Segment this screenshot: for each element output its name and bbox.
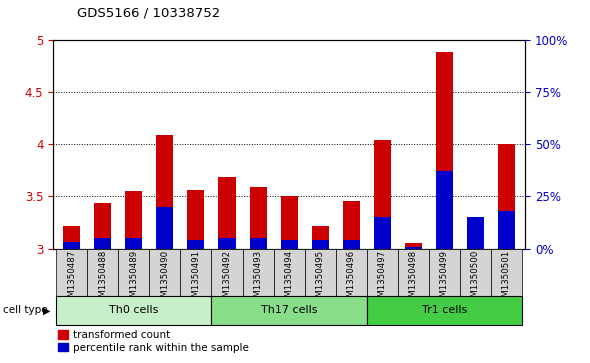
Text: GSM1350500: GSM1350500 xyxy=(471,250,480,308)
Bar xyxy=(94,238,112,249)
Bar xyxy=(491,249,522,296)
Bar xyxy=(467,217,484,249)
Text: Th17 cells: Th17 cells xyxy=(261,305,317,315)
Bar xyxy=(156,135,173,249)
Bar xyxy=(242,249,274,296)
Text: ▶: ▶ xyxy=(42,305,50,315)
Text: GSM1350493: GSM1350493 xyxy=(254,250,263,308)
Text: GSM1350487: GSM1350487 xyxy=(67,250,76,308)
Text: GSM1350494: GSM1350494 xyxy=(284,250,294,308)
Bar xyxy=(56,296,211,325)
Bar xyxy=(125,191,142,249)
Bar xyxy=(373,140,391,249)
Bar xyxy=(373,217,391,249)
Bar xyxy=(281,240,297,249)
Bar xyxy=(398,249,429,296)
Bar xyxy=(274,249,304,296)
Bar xyxy=(149,249,181,296)
Bar xyxy=(405,244,422,249)
Bar xyxy=(436,171,453,249)
Bar xyxy=(498,211,515,249)
Bar xyxy=(218,177,235,249)
Bar xyxy=(336,249,367,296)
Bar xyxy=(188,190,205,249)
Bar xyxy=(367,249,398,296)
Text: Tr1 cells: Tr1 cells xyxy=(422,305,467,315)
Text: GSM1350489: GSM1350489 xyxy=(129,250,138,308)
Bar xyxy=(343,201,360,249)
Bar xyxy=(498,144,515,249)
Bar xyxy=(181,249,211,296)
Text: GSM1350501: GSM1350501 xyxy=(502,250,511,308)
Bar xyxy=(125,238,142,249)
Bar xyxy=(188,240,205,249)
Text: GSM1350498: GSM1350498 xyxy=(409,250,418,308)
Bar xyxy=(94,203,112,249)
Text: GSM1350496: GSM1350496 xyxy=(347,250,356,308)
Bar xyxy=(460,249,491,296)
Bar xyxy=(218,238,235,249)
Bar xyxy=(304,249,336,296)
Bar xyxy=(436,53,453,249)
Text: GSM1350499: GSM1350499 xyxy=(440,250,449,308)
Bar xyxy=(63,226,80,249)
Bar xyxy=(467,217,484,249)
Bar xyxy=(156,207,173,249)
Bar xyxy=(250,187,267,249)
Bar xyxy=(405,246,422,249)
Bar xyxy=(312,240,329,249)
Bar xyxy=(343,240,360,249)
Bar xyxy=(87,249,119,296)
Bar xyxy=(211,296,367,325)
Bar xyxy=(250,238,267,249)
Bar xyxy=(211,249,242,296)
Bar xyxy=(281,196,297,249)
Text: GSM1350491: GSM1350491 xyxy=(191,250,201,308)
Bar xyxy=(56,249,87,296)
Text: GSM1350488: GSM1350488 xyxy=(99,250,107,308)
Text: GSM1350490: GSM1350490 xyxy=(160,250,169,308)
Bar xyxy=(312,226,329,249)
Text: cell type: cell type xyxy=(3,305,48,315)
Text: Th0 cells: Th0 cells xyxy=(109,305,159,315)
Text: GSM1350492: GSM1350492 xyxy=(222,250,231,308)
Bar xyxy=(429,249,460,296)
Bar xyxy=(367,296,522,325)
Text: GSM1350497: GSM1350497 xyxy=(378,250,387,308)
Text: GSM1350495: GSM1350495 xyxy=(316,250,325,308)
Bar xyxy=(63,242,80,249)
Bar xyxy=(119,249,149,296)
Legend: transformed count, percentile rank within the sample: transformed count, percentile rank withi… xyxy=(58,330,249,353)
Text: GDS5166 / 10338752: GDS5166 / 10338752 xyxy=(77,6,220,19)
